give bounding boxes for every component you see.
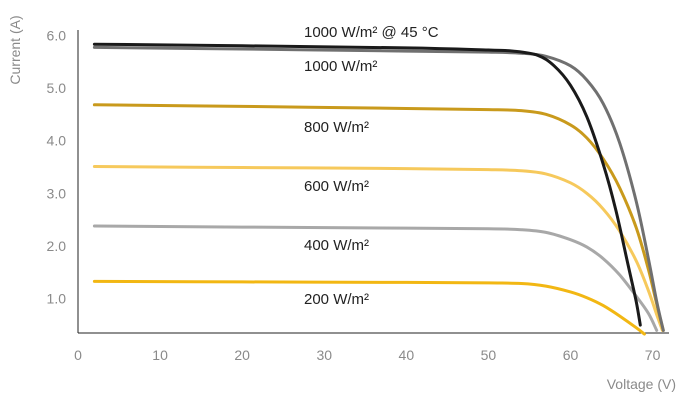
series-line (92, 103, 665, 332)
series-label: 800 W/m² (304, 119, 369, 136)
y-tick-label: 3.0 (47, 185, 67, 201)
x-tick-label: 10 (152, 347, 168, 363)
x-axis-title: Voltage (V) (607, 376, 676, 392)
x-tick-label: 30 (316, 347, 332, 363)
series-label: 1000 W/m² (304, 58, 377, 75)
y-tick-label: 6.0 (47, 27, 67, 43)
x-tick-label: 60 (563, 347, 579, 363)
x-tick-label: 0 (74, 347, 82, 363)
series-label: 600 W/m² (304, 178, 369, 195)
x-tick-label: 70 (645, 347, 661, 363)
y-tick-label: 5.0 (47, 80, 67, 96)
y-tick-label: 2.0 (47, 238, 67, 254)
y-tick-label: 1.0 (47, 291, 67, 307)
series-label: 400 W/m² (304, 237, 369, 254)
series-label: 200 W/m² (304, 291, 369, 308)
series-line (92, 45, 665, 332)
y-tick-label: 4.0 (47, 133, 67, 149)
x-tick-label: 40 (399, 347, 415, 363)
tick-labels: 0 10 20 30 40 50 60 70 1.0 2.0 3.0 4.0 5.0 6.0 (47, 27, 661, 363)
series-line (92, 165, 664, 332)
series-label: 1000 W/m² @ 45 °C (304, 24, 439, 41)
axes (77, 30, 669, 334)
x-tick-label: 20 (234, 347, 250, 363)
series-line (92, 42, 642, 327)
x-tick-label: 50 (481, 347, 497, 363)
curve-labels: 1000 W/m² @ 45 °C 1000 W/m² 800 W/m² 600 W/… (304, 24, 439, 308)
series-line (92, 279, 646, 336)
curves (92, 42, 665, 336)
y-axis-title: Current (A) (7, 15, 23, 84)
series-line (92, 224, 659, 332)
